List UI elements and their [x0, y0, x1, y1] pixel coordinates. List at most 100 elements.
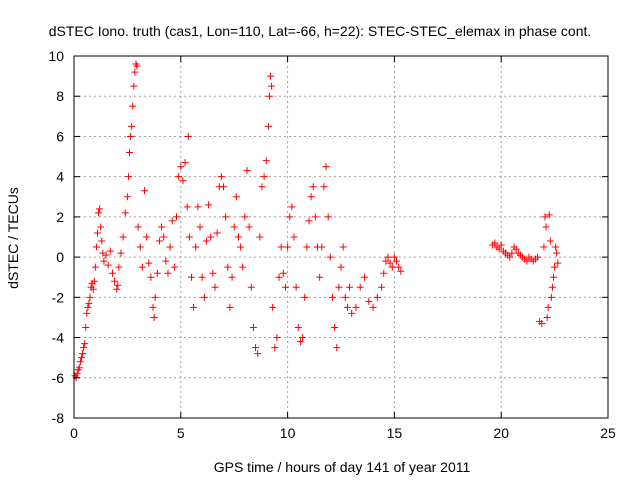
data-point [333, 344, 341, 352]
data-point [81, 340, 89, 348]
data-point [252, 344, 260, 352]
data-point [305, 217, 313, 225]
data-point [96, 205, 104, 213]
data-point [273, 334, 281, 342]
data-point [335, 283, 343, 291]
data-point [286, 213, 294, 221]
data-point [307, 193, 315, 201]
data-point [127, 132, 135, 140]
data-point [326, 253, 334, 261]
data-point [550, 273, 558, 281]
data-point [534, 253, 542, 261]
data-point [538, 319, 546, 327]
data-point [552, 243, 560, 251]
data-point [384, 253, 392, 261]
data-point [147, 273, 155, 281]
data-point [184, 132, 192, 140]
data-point [277, 243, 285, 251]
x-tick-label: 20 [493, 425, 509, 441]
data-point [395, 263, 403, 271]
data-point [548, 283, 556, 291]
x-tick-label: 0 [70, 425, 78, 441]
data-point [237, 243, 245, 251]
data-point [288, 203, 296, 211]
x-tick-label: 10 [280, 425, 296, 441]
data-point [545, 211, 553, 219]
data-point [262, 157, 270, 165]
data-point [162, 257, 170, 265]
data-point [220, 183, 228, 191]
data-point [129, 102, 137, 110]
data-point [269, 303, 277, 311]
data-point [217, 173, 225, 181]
data-point [113, 285, 121, 293]
data-point [382, 257, 390, 265]
data-point [544, 303, 552, 311]
data-point [177, 163, 185, 171]
data-point [117, 249, 125, 257]
data-point [168, 217, 176, 225]
data-point [190, 303, 198, 311]
x-tick-label: 15 [387, 425, 403, 441]
data-point [249, 324, 257, 331]
data-point [114, 281, 122, 289]
data-point [260, 173, 268, 181]
data-point [175, 173, 183, 181]
plot-frame [73, 55, 609, 419]
data-point [265, 92, 273, 100]
data-point [553, 249, 561, 257]
data-point [185, 233, 193, 241]
data-point [290, 233, 298, 241]
data-point [213, 229, 221, 237]
data-point [183, 203, 191, 211]
data-point [224, 263, 232, 271]
data-point [181, 159, 189, 167]
data-point [352, 303, 360, 311]
data-point [331, 324, 339, 331]
data-point [343, 303, 351, 311]
y-tick-labels: -8 -6 -4 -2 0 2 4 6 8 10 [48, 48, 64, 426]
data-point [173, 213, 181, 221]
data-point [77, 354, 85, 362]
data-point [143, 233, 151, 241]
data-point [196, 223, 204, 231]
data-point [136, 243, 144, 251]
data-point [97, 223, 105, 231]
data-point [111, 277, 119, 285]
data-point [320, 183, 328, 191]
data-point [339, 243, 347, 251]
data-point [226, 303, 234, 311]
data-point [369, 303, 377, 311]
data-point [140, 187, 148, 195]
data-point [134, 223, 142, 231]
data-point [128, 122, 136, 130]
data-point [267, 72, 275, 80]
data-point [546, 237, 554, 245]
data-point [365, 297, 373, 305]
data-point [209, 269, 217, 277]
data-point [311, 213, 319, 221]
data-point [296, 338, 304, 346]
data-point [373, 293, 381, 301]
data-point [95, 209, 103, 217]
data-point [158, 223, 166, 231]
data-point [150, 313, 158, 321]
data-point [523, 257, 531, 265]
data-point [205, 201, 213, 209]
data-point [542, 223, 550, 231]
data-point [80, 344, 88, 352]
data-point [318, 243, 326, 251]
data-point [79, 350, 87, 358]
data-point [153, 269, 161, 277]
data-point [390, 253, 398, 261]
data-point [170, 263, 178, 271]
y-tick-label: 4 [56, 169, 64, 185]
data-point [123, 193, 131, 201]
data-point [86, 293, 94, 301]
data-point [341, 293, 349, 301]
data-point [554, 259, 562, 267]
data-points [71, 60, 562, 382]
data-point [200, 293, 208, 301]
y-axis-label: dSTEC / TECUs [5, 187, 21, 289]
data-point [164, 269, 172, 277]
